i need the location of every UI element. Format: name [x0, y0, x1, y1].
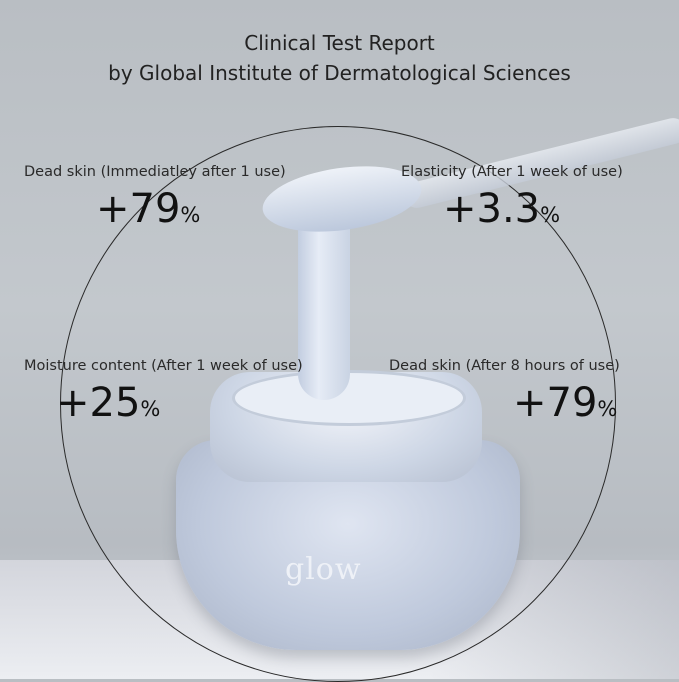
stat-unit: %: [597, 397, 618, 421]
stat-value: +25%: [24, 380, 303, 432]
stat-unit: %: [140, 397, 161, 421]
stat-moisture: Moisture content (After 1 week of use) +…: [24, 358, 303, 432]
stat-number: +79: [513, 380, 598, 426]
report-title: Clinical Test Report by Global Institute…: [0, 28, 679, 88]
stat-number: +3.3: [443, 186, 541, 232]
stat-label: Elasticity (After 1 week of use): [401, 164, 623, 180]
stat-value: +3.3%: [401, 186, 623, 238]
stat-number: +25: [56, 380, 141, 426]
stat-value: +79%: [24, 186, 286, 238]
stat-unit: %: [180, 203, 201, 227]
stat-elasticity: Elasticity (After 1 week of use) +3.3%: [401, 164, 623, 238]
stat-label: Dead skin (Immediatley after 1 use): [24, 164, 286, 180]
stat-label: Moisture content (After 1 week of use): [24, 358, 303, 374]
title-line-1: Clinical Test Report: [244, 31, 435, 55]
stat-number: +79: [96, 186, 181, 232]
stat-label: Dead skin (After 8 hours of use): [389, 358, 620, 374]
title-line-2: by Global Institute of Dermatological Sc…: [108, 61, 571, 85]
product-logo: glow: [285, 552, 362, 587]
stat-dead-skin-immediate: Dead skin (Immediatley after 1 use) +79%: [24, 164, 286, 238]
stat-dead-skin-8h: Dead skin (After 8 hours of use) +79%: [389, 358, 620, 432]
stat-value: +79%: [389, 380, 620, 432]
stat-unit: %: [540, 203, 561, 227]
